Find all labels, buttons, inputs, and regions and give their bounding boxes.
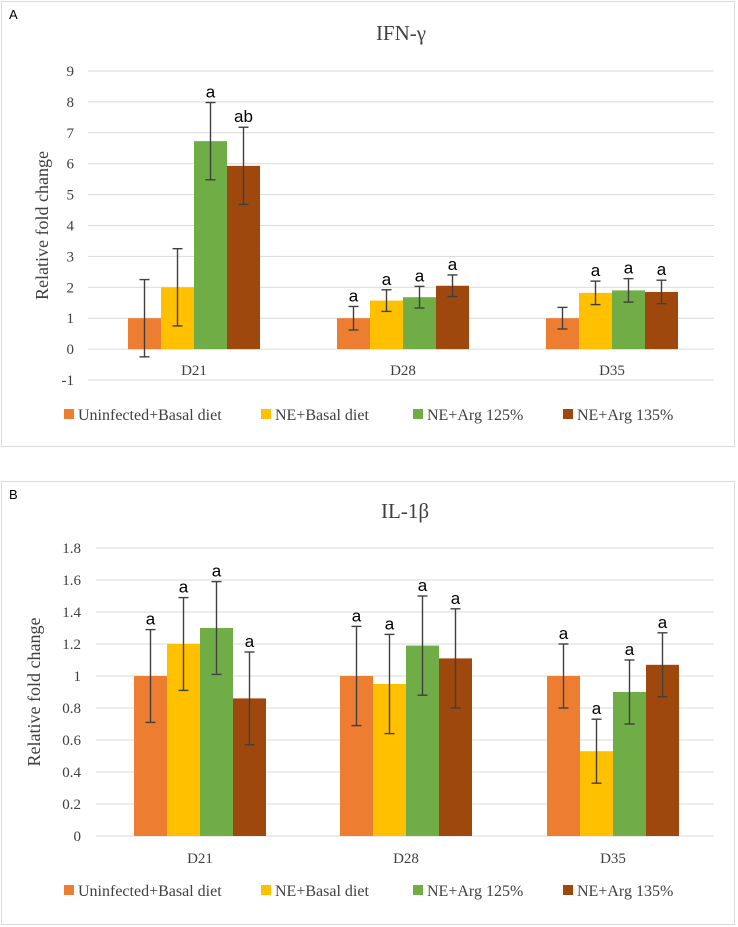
- y-tick-label: -1: [62, 373, 75, 389]
- significance-label: a: [592, 699, 602, 718]
- legend-swatch: [261, 885, 271, 895]
- y-tick-label: 0.8: [62, 701, 81, 717]
- y-tick-label: 1: [74, 669, 82, 685]
- significance-label: ab: [234, 107, 253, 126]
- chart-panel-b: B IL-1β 0 0.2 0.4 0.6 0.8 1 1.2 1.4 1.6 1.8 Relativ…: [1, 481, 735, 925]
- y-tick-label: 1.2: [62, 637, 81, 653]
- significance-label: a: [625, 640, 635, 659]
- y-tick-label: 1.6: [62, 573, 81, 589]
- panel-letter-a: A: [9, 7, 18, 22]
- legend-entry: NE+Basal diet: [275, 883, 369, 900]
- significance-label: a: [385, 614, 395, 633]
- y-axis-label: Relative fold change: [24, 618, 44, 767]
- y-tick-label: 3: [67, 249, 75, 265]
- significance-label: a: [212, 562, 222, 581]
- significance-label: a: [179, 578, 189, 597]
- y-axis-label: Relative fold change: [32, 151, 52, 300]
- chart-title: IFN-γ: [376, 21, 426, 45]
- chart-panel-a: A IFN-γ -1 0 1 2 3 4 5 6 7 8 9 Relative fold change a…: [1, 1, 735, 447]
- legend-swatch: [413, 409, 423, 419]
- y-tick-label: 0.6: [62, 733, 81, 749]
- legend-entry: NE+Arg 125%: [427, 883, 523, 900]
- significance-label: a: [448, 255, 458, 274]
- x-tick-label: D35: [600, 851, 626, 867]
- legend-entry: NE+Arg 125%: [427, 407, 523, 424]
- x-tick-label: D21: [187, 851, 213, 867]
- legend-swatch: [261, 409, 271, 419]
- y-tick-label: 9: [67, 64, 75, 80]
- y-tick-label: 4: [67, 219, 75, 235]
- significance-label: a: [206, 83, 216, 102]
- x-tick-label: D21: [181, 363, 207, 379]
- legend-swatch: [64, 409, 74, 419]
- y-tick-label: 8: [67, 95, 75, 111]
- significance-label: a: [658, 613, 668, 632]
- y-tick-label: 1: [67, 311, 75, 327]
- significance-label: a: [382, 270, 392, 289]
- significance-label: a: [245, 632, 255, 651]
- significance-label: a: [349, 286, 359, 305]
- legend-entry: Uninfected+Basal diet: [78, 883, 222, 900]
- legend-swatch: [64, 885, 74, 895]
- y-tick-label: 1.4: [62, 605, 81, 621]
- legend-swatch: [563, 885, 573, 895]
- y-tick-label: 7: [67, 126, 75, 142]
- x-tick-label: D35: [599, 363, 625, 379]
- significance-label: a: [624, 259, 634, 278]
- y-tick-label: 0.2: [62, 797, 81, 813]
- y-tick-label: 0: [67, 342, 75, 358]
- significance-label: a: [146, 610, 156, 629]
- x-tick-label: D28: [393, 851, 419, 867]
- significance-label: a: [415, 266, 425, 285]
- x-tick-label: D28: [390, 363, 416, 379]
- y-tick-label: 5: [67, 188, 75, 204]
- legend-entry: NE+Arg 135%: [577, 407, 673, 424]
- chart-svg-b: IL-1β 0 0.2 0.4 0.6 0.8 1 1.2 1.4 1.6 1.8 Relative …: [24, 499, 714, 900]
- legend-entry: NE+Basal diet: [275, 407, 369, 424]
- legend-entry: NE+Arg 135%: [577, 883, 673, 900]
- y-tick-label: 2: [67, 280, 75, 296]
- y-tick-label: 0.4: [62, 765, 81, 781]
- legend-entry: Uninfected+Basal diet: [78, 407, 222, 424]
- significance-label: a: [559, 624, 569, 643]
- panel-letter-b: B: [9, 487, 18, 502]
- chart-title: IL-1β: [381, 499, 429, 523]
- significance-label: a: [418, 576, 428, 595]
- significance-label: a: [591, 261, 601, 280]
- legend-swatch: [413, 885, 423, 895]
- significance-label: a: [657, 260, 667, 279]
- y-tick-label: 6: [67, 157, 75, 173]
- significance-label: a: [451, 589, 461, 608]
- y-tick-label: 1.8: [62, 541, 81, 557]
- y-tick-label: 0: [74, 829, 82, 845]
- legend-swatch: [563, 409, 573, 419]
- significance-label: a: [352, 606, 362, 625]
